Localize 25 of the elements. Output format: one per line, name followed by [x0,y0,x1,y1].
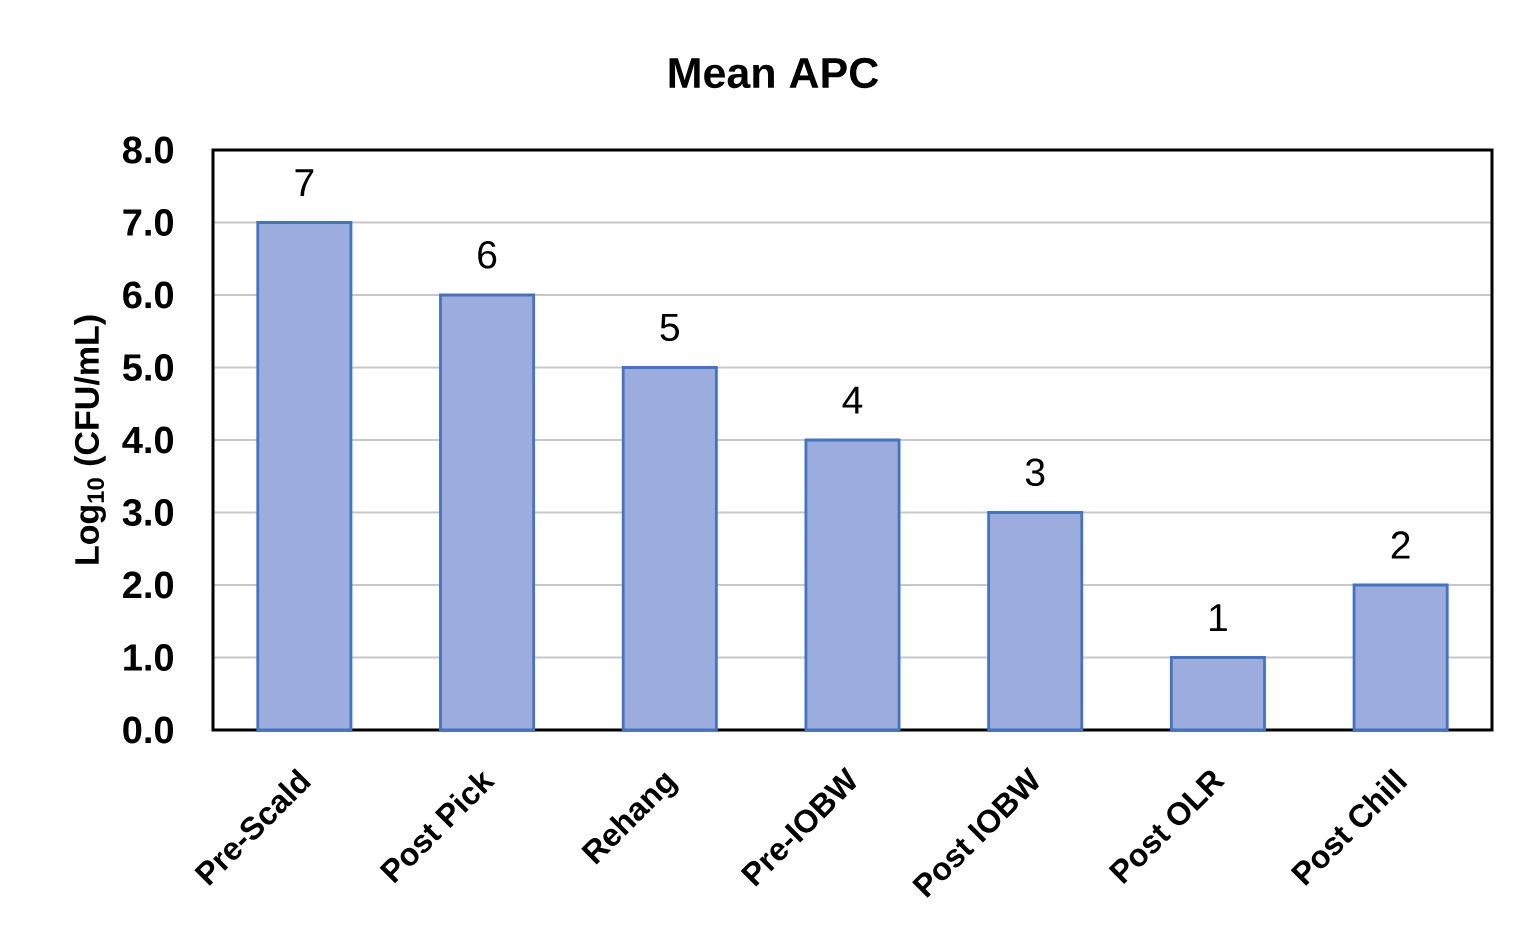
bar [987,511,1084,732]
bar [439,293,536,732]
bar [621,366,718,732]
data-label: 4 [842,386,863,414]
y-tick-label: 8.0 [122,136,174,164]
data-label: 7 [295,169,314,197]
data-label: 5 [660,313,679,342]
y-tick-label: 2.0 [123,571,174,599]
y-tick-label: 3.0 [122,499,174,526]
bar [1352,583,1449,732]
bar [804,438,901,732]
bar [256,221,353,732]
y-tick-label: 7.0 [123,209,174,236]
y-tick-label: 6.0 [123,281,174,309]
y-tick-label: 0.0 [123,716,174,744]
chart-title: Mean APC [669,57,879,89]
data-label: 1 [1210,604,1227,632]
y-axis-title: Log$_{10}$ (CFU/mL) [74,315,106,564]
bar [1169,656,1266,732]
data-label: 6 [478,240,497,269]
y-tick-label: 5.0 [122,354,174,381]
y-tick-label: 1.0 [124,644,174,671]
y-tick-label: 4.0 [122,426,174,454]
data-label: 2 [1391,531,1410,559]
data-label: 3 [1025,458,1045,487]
